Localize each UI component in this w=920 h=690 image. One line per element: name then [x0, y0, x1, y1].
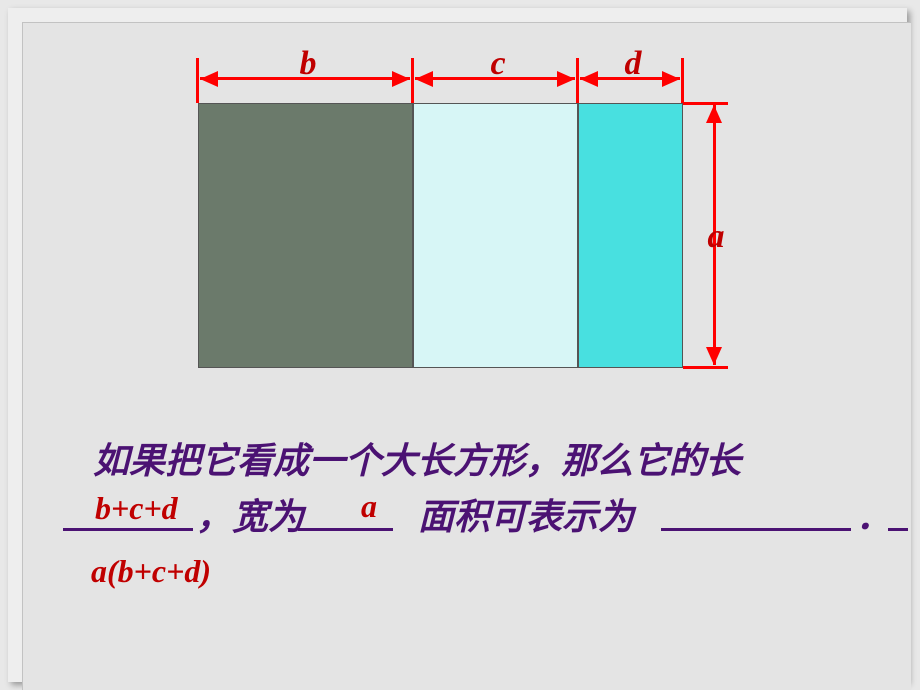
dim-b-arrow-l [200, 71, 218, 87]
dim-c-arrow-r [557, 71, 575, 87]
wl: 宽为 [232, 497, 304, 537]
blank-length [63, 528, 193, 531]
text-area-label: 面积可表示为 [418, 488, 634, 540]
answer-width: a [361, 488, 377, 525]
dim-c-label: c [478, 45, 518, 83]
blank-extra [888, 528, 908, 531]
comma1: ， [196, 497, 232, 537]
dim-c-arrow-l [415, 71, 433, 87]
dim-a-arrow-d [706, 347, 722, 365]
rect-c [413, 103, 578, 368]
answer-area: a(b+c+d) [91, 553, 211, 590]
blank-area [661, 528, 851, 531]
slide-paper: b c d a 如果把它看成一个大长方形，那么它的长 ，宽为 面积可表示为 ． [8, 8, 907, 682]
rect-b [198, 103, 413, 368]
dim-d-arrow-l [580, 71, 598, 87]
dim-d-arrow-r [662, 71, 680, 87]
text-line1: 如果把它看成一个大长方形，那么它的长 [93, 441, 741, 481]
tick-d-right [681, 58, 684, 103]
text-period: ． [856, 488, 892, 540]
dim-a-label: a [696, 218, 736, 256]
dim-b-label: b [288, 45, 328, 83]
dim-a-arrow-u [706, 105, 722, 123]
tick-b-left [196, 58, 199, 103]
tick-cd [576, 58, 579, 103]
dim-d-label: d [613, 45, 653, 83]
question-text: 如果把它看成一个大长方形，那么它的长 [93, 431, 920, 492]
blank-width [298, 528, 393, 531]
rect-d [578, 103, 683, 368]
text-width-label: ，宽为 [196, 488, 304, 540]
al: 面积可表示为 [418, 497, 634, 537]
tick-bc [411, 58, 414, 103]
slide-inner: b c d a 如果把它看成一个大长方形，那么它的长 ，宽为 面积可表示为 ． [22, 22, 911, 690]
tick-a-bot [683, 366, 728, 369]
answer-length: b+c+d [95, 490, 178, 527]
dim-b-arrow-r [392, 71, 410, 87]
